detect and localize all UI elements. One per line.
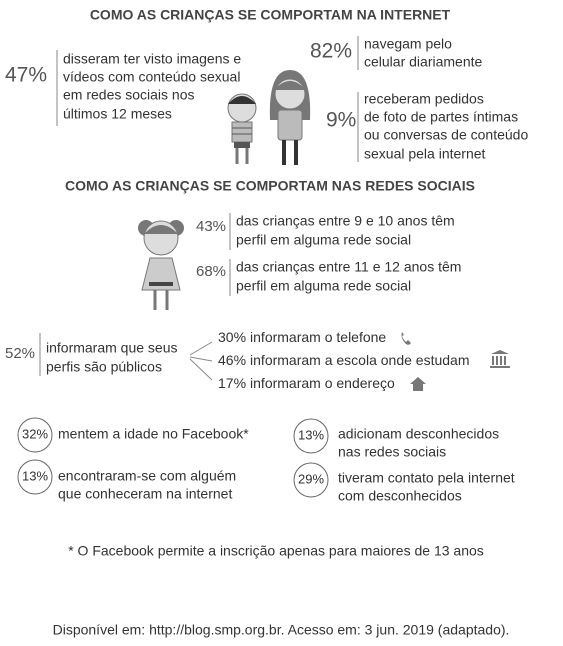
- percent-circle: [293, 418, 329, 454]
- source: Disponível em: http://blog.smp.org.br. A…: [53, 622, 510, 638]
- percent: 52%: [5, 345, 35, 362]
- stat-text: últimos 12 meses: [63, 106, 172, 122]
- stat-text: nas redes sociais: [338, 444, 446, 460]
- stat-text: disseram ter visto imagens e: [63, 51, 241, 67]
- stat-text: celular diariamente: [364, 54, 482, 70]
- section-title: COMO AS CRIANÇAS SE COMPORTAM NAS REDES …: [65, 178, 475, 194]
- stat-text: vídeos com conteúdo sexual: [63, 69, 240, 85]
- percent-circle: [17, 417, 53, 453]
- stat-text: com desconhecidos: [338, 488, 462, 504]
- percent: 47%: [5, 64, 47, 87]
- detail: 30% informaram o telefone: [218, 329, 386, 345]
- boy-illustration: [227, 93, 257, 164]
- percent: 32%: [22, 426, 48, 441]
- bracket: [189, 341, 213, 381]
- percent: 13%: [22, 468, 48, 483]
- percent: 68%: [196, 263, 226, 280]
- school-icon: [490, 350, 510, 368]
- stat-text: de foto de partes íntimas: [364, 109, 518, 125]
- stat-text: perfil em alguma rede social: [236, 278, 411, 294]
- percent: 43%: [196, 218, 226, 235]
- stat-text: receberam pedidos: [364, 91, 484, 107]
- percent: 30%: [218, 329, 246, 345]
- stat-text: encontraram-se com alguém: [58, 468, 236, 484]
- stat-text: das crianças entre 11 e 12 anos têm: [236, 259, 461, 275]
- stat-text: perfis são públicos: [46, 359, 162, 375]
- footnote: * O Facebook permite a inscrição apenas …: [68, 543, 484, 559]
- stat-text: sexual pela internet: [364, 146, 486, 162]
- percent-circle: [17, 459, 53, 495]
- detail-text: informaram o telefone: [250, 329, 386, 345]
- girl-illustration: [269, 70, 311, 165]
- stat-text: informaram que seus: [46, 340, 178, 356]
- house-icon: [410, 377, 426, 391]
- stat-text: adicionam desconhecidos: [338, 426, 499, 442]
- stat-text: perfil em alguma rede social: [236, 232, 411, 248]
- stat-text: ou conversas de conteúdo: [364, 127, 528, 143]
- stat-text: das crianças entre 9 e 10 anos têm: [236, 213, 455, 229]
- detail: 46% informaram a escola onde estudam: [218, 352, 469, 368]
- stat-text: em redes sociais nos: [63, 87, 195, 103]
- percent-circle: [293, 462, 329, 498]
- phone-icon: [401, 332, 411, 345]
- percent: 13%: [298, 427, 324, 442]
- section-title: COMO AS CRIANÇAS SE COMPORTAM NA INTERNE…: [90, 7, 451, 23]
- stat-text: tiveram contato pela internet: [338, 470, 515, 486]
- stat-text: que conheceram na internet: [58, 486, 232, 502]
- percent: 82%: [310, 40, 352, 63]
- detail-text: informaram a escola onde estudam: [250, 352, 469, 368]
- girl-illustration: [138, 220, 184, 310]
- stat-text: mentem a idade no Facebook*: [58, 426, 249, 442]
- detail: 17% informaram o endereço: [218, 375, 395, 391]
- percent: 17%: [218, 375, 246, 391]
- percent: 9%: [326, 109, 356, 132]
- stat-text: navegam pelo: [364, 36, 452, 52]
- detail-text: informaram o endereço: [250, 375, 395, 391]
- percent: 46%: [218, 352, 246, 368]
- percent: 29%: [298, 471, 324, 486]
